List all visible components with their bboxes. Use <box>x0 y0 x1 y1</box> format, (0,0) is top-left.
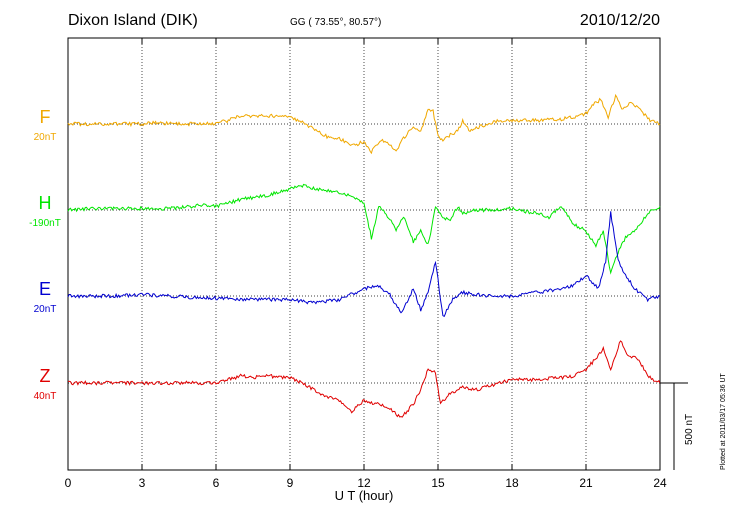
x-ticks: 0 3 6 9 12 15 18 21 24 <box>65 38 667 490</box>
series-scale-h: -190nT <box>29 218 61 229</box>
series-scale-e: 20nT <box>34 304 57 315</box>
series-line-h <box>67 183 661 275</box>
x-tick-label: 15 <box>431 476 445 490</box>
x-tick-label: 18 <box>505 476 519 490</box>
grid <box>68 38 660 470</box>
station-coords: GG ( 73.55°, 80.57°) <box>290 17 381 28</box>
series-name-e: E <box>39 279 51 299</box>
date-label: 2010/12/20 <box>580 12 660 29</box>
series-name-z: Z <box>40 366 51 386</box>
series-scale-z: 40nT <box>34 391 57 402</box>
x-tick-label: 24 <box>653 476 667 490</box>
series-labels: F 20nT H -190nT E 20nT Z 40nT <box>29 107 61 402</box>
scale-bar-label: 500 nT <box>684 414 695 445</box>
series-lines <box>67 93 661 418</box>
series-line-f <box>67 93 661 155</box>
series-line-e <box>67 211 661 318</box>
x-tick-label: 12 <box>357 476 371 490</box>
series-name-h: H <box>39 193 52 213</box>
series-name-f: F <box>40 107 51 127</box>
x-tick-label: 6 <box>213 476 220 490</box>
series-scale-f: 20nT <box>34 132 57 143</box>
series-line-z <box>67 340 661 418</box>
x-tick-label: 0 <box>65 476 72 490</box>
plotted-note: Plotted at 2011/03/17 05:36 UT <box>720 373 727 470</box>
x-tick-label: 3 <box>139 476 146 490</box>
x-tick-label: 9 <box>287 476 294 490</box>
x-axis-label: U T (hour) <box>335 488 394 503</box>
x-tick-label: 21 <box>579 476 593 490</box>
scale-bar: 500 nT <box>660 382 695 470</box>
station-title: Dixon Island (DIK) <box>68 12 198 29</box>
